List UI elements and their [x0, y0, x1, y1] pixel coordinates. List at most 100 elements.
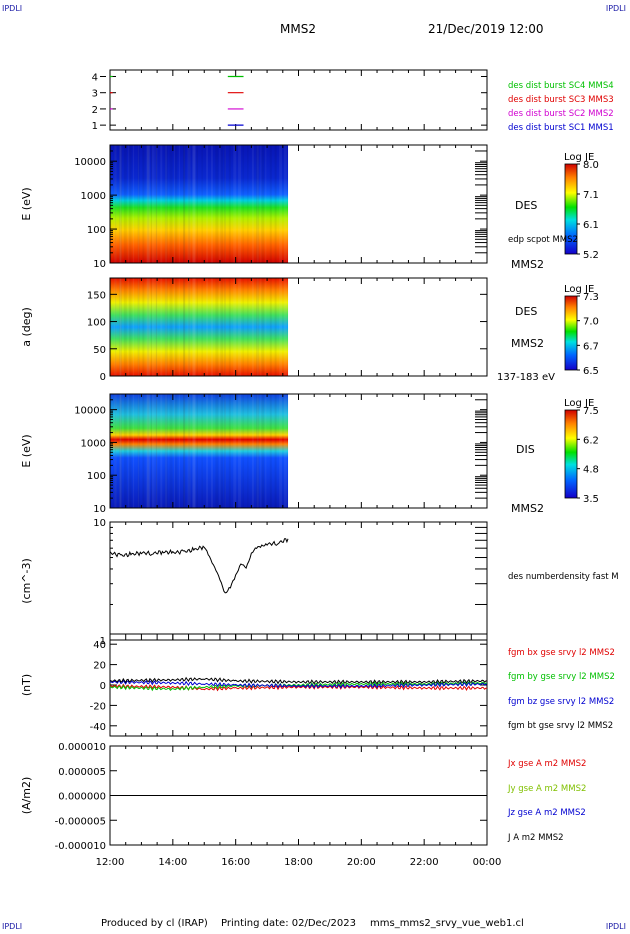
spectrogram-streak [128, 278, 132, 376]
spectrogram-fill [110, 145, 289, 263]
spectrogram-streak [156, 394, 158, 508]
spectrogram-streak [220, 394, 224, 508]
spectrogram-streak [137, 394, 139, 508]
spectrogram-streak [220, 278, 224, 376]
y-tick-label: 0 [100, 372, 106, 383]
time-tick-label: 12:00 [96, 857, 125, 868]
spectrogram-streak [247, 145, 249, 263]
y-tick-label: 10000 [74, 157, 106, 168]
footer-script-name: mms_mms2_srvy_vue_web1.cl [370, 918, 524, 929]
spectrogram-streak [118, 278, 122, 376]
spectrogram-streak [210, 145, 213, 263]
spectrogram-streak [261, 145, 265, 263]
y-tick-label: 1000 [81, 438, 106, 449]
spectrogram-streak [119, 145, 122, 263]
spectrogram-streak [265, 394, 267, 508]
spectrogram-streak [174, 278, 176, 376]
spectrogram-streak [192, 278, 196, 376]
spectrogram-streak [196, 278, 198, 376]
spectrogram-streak [187, 145, 191, 263]
spectrogram-streak [279, 145, 283, 263]
y-axis-label: (nT) [20, 674, 33, 696]
spectrogram-streak [220, 145, 224, 263]
date-title: 21/Dec/2019 12:00 [428, 22, 544, 36]
spectrogram-streak [215, 145, 219, 263]
spectrogram-streak [183, 278, 185, 376]
spectrogram-streak [283, 145, 287, 263]
spectrogram-streak [279, 278, 283, 376]
legend-entry-field: fgm by gse srvy l2 MMS2 [508, 672, 615, 682]
spectrogram-streak [215, 278, 219, 376]
spectrogram-streak [269, 394, 272, 508]
spectrogram-streak [183, 145, 185, 263]
spectrogram-streak [133, 145, 135, 263]
spectrogram-streak [155, 278, 158, 376]
spectrogram-streak [160, 394, 163, 508]
footer-producer: Produced by cl (IRAP) [101, 918, 208, 929]
y-tick-label: -20 [90, 701, 106, 712]
spectrogram-streak [192, 145, 196, 263]
spectrogram-streak [201, 394, 203, 508]
spectrogram-streak [110, 278, 112, 376]
spectrogram-streak [115, 394, 117, 508]
spectrogram-streak [183, 278, 185, 376]
colorbar-tick-label: 6.1 [583, 220, 599, 231]
y-tick-label: 10 [93, 518, 106, 529]
y-tick-label: 10000 [74, 406, 106, 417]
y-tick-label: 100 [87, 318, 106, 329]
spectrogram-streak [165, 145, 168, 263]
spectrogram-streak [178, 394, 180, 508]
spectrogram-streak [210, 394, 213, 508]
spectrogram-streak [192, 394, 196, 508]
spectrogram-streak [256, 278, 259, 376]
spectrogram-streak [119, 278, 122, 376]
colorbar-tick-label: 6.5 [583, 366, 599, 377]
spectrogram-streak [150, 145, 152, 263]
spectrogram-streak [265, 278, 267, 376]
spectrogram-streak [146, 145, 150, 263]
spectrogram-streak [165, 394, 168, 508]
spectrogram-streak [160, 145, 163, 263]
spectrogram-streak [169, 394, 173, 508]
spectrogram-streak [147, 145, 150, 263]
colorbar [564, 409, 578, 499]
spectrogram-streak [156, 278, 158, 376]
legend-entry-sc: des dist burst SC2 MMS2 [508, 109, 614, 119]
y-tick-label: 100 [87, 471, 106, 482]
spectrogram-streak [137, 278, 139, 376]
series-line [109, 538, 289, 594]
spectrogram-streak [128, 278, 130, 376]
y-tick-label: 50 [93, 345, 106, 356]
panel-frame [109, 69, 488, 131]
legend-entry-current: Jy gse A m2 MMS2 [507, 784, 586, 794]
legend-entry-current: J A m2 MMS2 [507, 833, 564, 843]
y-tick-label: 100 [87, 225, 106, 236]
spectrogram-streak [174, 394, 178, 508]
legend-entry-sc: des dist burst SC1 MMS1 [508, 123, 614, 133]
spectrogram-streak [142, 278, 145, 376]
des-label: DES [515, 199, 537, 212]
series-line [109, 676, 488, 685]
spacecraft-title: MMS2 [280, 22, 316, 36]
colorbar-tick-label: 7.0 [583, 317, 599, 328]
time-tick-label: 20:00 [347, 857, 376, 868]
spectrogram-streak [256, 145, 259, 263]
spectrogram-streak [238, 145, 242, 263]
panel-frame [109, 521, 488, 641]
spectrogram-streak [160, 278, 163, 376]
spectrogram-streak [115, 145, 117, 263]
spectrogram-streak [178, 145, 180, 263]
y-tick-label: 10 [93, 259, 106, 270]
colorbar-tick-label: 7.3 [583, 292, 599, 303]
y-axis-label: a (deg) [20, 307, 33, 347]
time-tick-label: 18:00 [284, 857, 313, 868]
spectrogram-streak [238, 394, 242, 508]
y-tick-label: -0.000010 [55, 841, 106, 852]
spectrogram-streak [247, 278, 249, 376]
y-tick-label: 1 [100, 636, 106, 647]
spectrogram-streak [133, 394, 135, 508]
colorbar-tick-label: 3.5 [583, 494, 599, 505]
spectrogram-streak [155, 278, 157, 376]
spectrogram-streak [128, 145, 130, 263]
y-tick-label: 3 [92, 89, 98, 100]
